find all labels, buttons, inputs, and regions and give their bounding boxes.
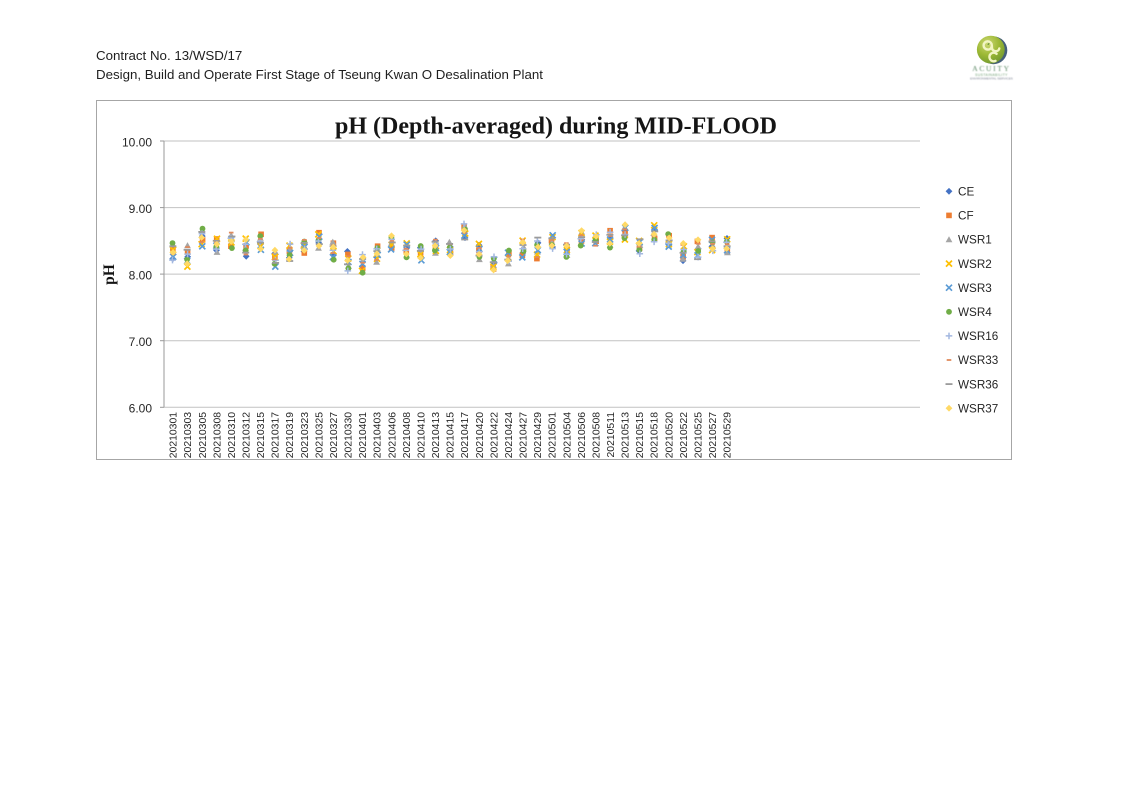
svg-text:20210424: 20210424: [504, 412, 515, 458]
svg-text:20210420: 20210420: [475, 412, 486, 458]
svg-text:20210427: 20210427: [519, 412, 530, 458]
svg-text:pH (Depth-averaged) during MID: pH (Depth-averaged) during MID-FLOOD: [335, 114, 777, 140]
svg-text:20210308: 20210308: [212, 412, 223, 458]
svg-text:20210518: 20210518: [650, 412, 661, 458]
svg-text:20210529: 20210529: [723, 412, 734, 458]
svg-text:20210406: 20210406: [387, 412, 398, 458]
svg-text:6.00: 6.00: [129, 402, 153, 416]
svg-text:20210401: 20210401: [358, 412, 369, 458]
svg-text:WSR37: WSR37: [958, 402, 998, 415]
svg-text:WSR1: WSR1: [958, 234, 992, 247]
svg-text:WSR2: WSR2: [958, 258, 992, 271]
svg-text:20210504: 20210504: [562, 412, 573, 458]
svg-text:9.00: 9.00: [129, 202, 153, 216]
svg-text:20210305: 20210305: [198, 412, 209, 458]
svg-text:WSR33: WSR33: [958, 354, 998, 367]
svg-text:20210520: 20210520: [664, 412, 675, 458]
svg-text:WSR3: WSR3: [958, 282, 992, 295]
svg-text:20210301: 20210301: [169, 412, 180, 458]
svg-text:20210501: 20210501: [548, 412, 559, 458]
svg-text:20210522: 20210522: [679, 412, 690, 458]
svg-text:ENVIRONMENTAL SERVICES: ENVIRONMENTAL SERVICES: [970, 77, 1013, 81]
svg-text:20210319: 20210319: [285, 412, 296, 458]
svg-text:WSR4: WSR4: [958, 306, 992, 319]
svg-text:20210325: 20210325: [314, 412, 325, 458]
svg-text:pH: pH: [101, 264, 118, 285]
svg-text:8.00: 8.00: [129, 268, 153, 282]
svg-text:WSR16: WSR16: [958, 330, 998, 343]
svg-text:20210310: 20210310: [227, 412, 238, 458]
svg-text:20210415: 20210415: [446, 412, 457, 458]
svg-text:20210317: 20210317: [271, 412, 282, 458]
svg-text:20210506: 20210506: [577, 412, 588, 458]
svg-text:20210513: 20210513: [621, 412, 632, 458]
svg-text:20210312: 20210312: [242, 412, 253, 458]
svg-text:20210327: 20210327: [329, 412, 340, 458]
svg-text:20210515: 20210515: [635, 412, 646, 458]
svg-text:20210408: 20210408: [402, 412, 413, 458]
svg-text:20210527: 20210527: [708, 412, 719, 458]
svg-text:7.00: 7.00: [129, 335, 153, 349]
svg-text:20210410: 20210410: [417, 412, 428, 458]
svg-text:20210315: 20210315: [256, 412, 267, 458]
svg-text:20210303: 20210303: [183, 412, 194, 458]
svg-text:20210323: 20210323: [300, 412, 311, 458]
svg-text:CF: CF: [958, 210, 974, 223]
svg-text:10.00: 10.00: [122, 135, 152, 149]
svg-text:WSR36: WSR36: [958, 378, 998, 391]
svg-text:CE: CE: [958, 186, 974, 199]
svg-text:ACUITY: ACUITY: [972, 64, 1011, 73]
svg-text:20210508: 20210508: [591, 412, 602, 458]
svg-text:20210403: 20210403: [373, 412, 384, 458]
svg-text:20210417: 20210417: [460, 412, 471, 458]
svg-text:20210330: 20210330: [344, 412, 355, 458]
svg-text:20210511: 20210511: [606, 412, 617, 458]
svg-text:20210422: 20210422: [489, 412, 500, 458]
svg-text:20210525: 20210525: [694, 412, 705, 458]
svg-text:20210429: 20210429: [533, 412, 544, 458]
svg-text:20210413: 20210413: [431, 412, 442, 458]
svg-text:SUSTAINABILITY: SUSTAINABILITY: [975, 73, 1008, 77]
